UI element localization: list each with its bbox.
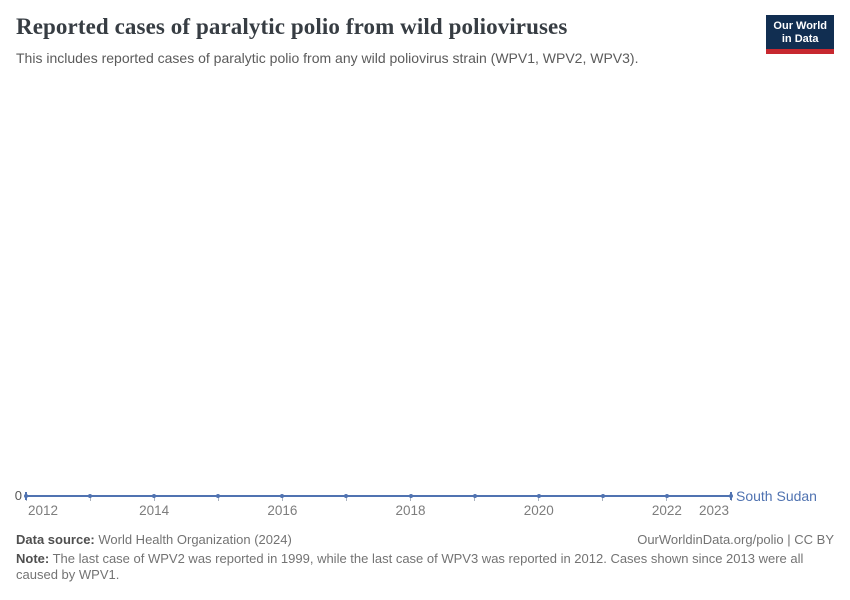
- line-end-cap: [25, 492, 27, 500]
- x-axis-tick: [474, 497, 476, 501]
- y-axis-zero-label: 0: [14, 488, 22, 503]
- footer-source-row: Data source: World Health Organization (…: [16, 531, 834, 548]
- chart-note: Note: The last case of WPV2 was reported…: [16, 551, 818, 583]
- chart-note-label: Note:: [16, 551, 50, 566]
- owid-logo-line1: Our World: [773, 20, 827, 32]
- x-axis-label: 2014: [139, 503, 170, 518]
- owid-logo-line2: in Data: [781, 33, 819, 45]
- data-source-value: World Health Organization (2024): [94, 532, 292, 547]
- x-axis-label: 2020: [523, 503, 554, 518]
- license-link[interactable]: OurWorldinData.org/polio | CC BY: [637, 532, 834, 547]
- data-point: [600, 494, 605, 498]
- data-point: [664, 494, 669, 498]
- x-axis-tick: [602, 497, 604, 501]
- x-axis-tick: [345, 497, 347, 501]
- data-source-text: Data source: World Health Organization (…: [16, 531, 292, 548]
- data-point: [536, 494, 541, 498]
- data-point: [408, 494, 413, 498]
- chart-subtitle: This includes reported cases of paralyti…: [16, 50, 639, 66]
- x-axis-tick: [666, 497, 668, 501]
- x-axis-tick: [217, 497, 219, 501]
- x-axis-tick: [89, 497, 91, 501]
- x-axis-tick: [281, 497, 283, 501]
- owid-logo[interactable]: Our World in Data: [766, 15, 834, 54]
- x-axis-label: 2016: [267, 503, 298, 518]
- x-axis-tick: [538, 497, 540, 501]
- entity-label-south-sudan[interactable]: South Sudan: [736, 488, 817, 504]
- data-point: [344, 494, 349, 498]
- line-end-cap: [730, 492, 732, 500]
- data-line-south-sudan: [26, 495, 731, 497]
- data-source-label: Data source:: [16, 532, 95, 547]
- x-axis-tick: [153, 497, 155, 501]
- x-axis-label: 2023: [698, 503, 730, 518]
- x-axis-label: 2018: [395, 503, 426, 518]
- data-point: [216, 494, 221, 498]
- x-axis-label: 2012: [27, 503, 59, 518]
- data-point: [88, 494, 93, 498]
- x-axis-label: 2022: [651, 503, 682, 518]
- chart-note-text: The last case of WPV2 was reported in 19…: [16, 551, 804, 582]
- data-point: [280, 494, 285, 498]
- page-title: Reported cases of paralytic polio from w…: [16, 14, 568, 39]
- x-axis-tick: [410, 497, 412, 501]
- data-point: [472, 494, 477, 498]
- data-point: [152, 494, 157, 498]
